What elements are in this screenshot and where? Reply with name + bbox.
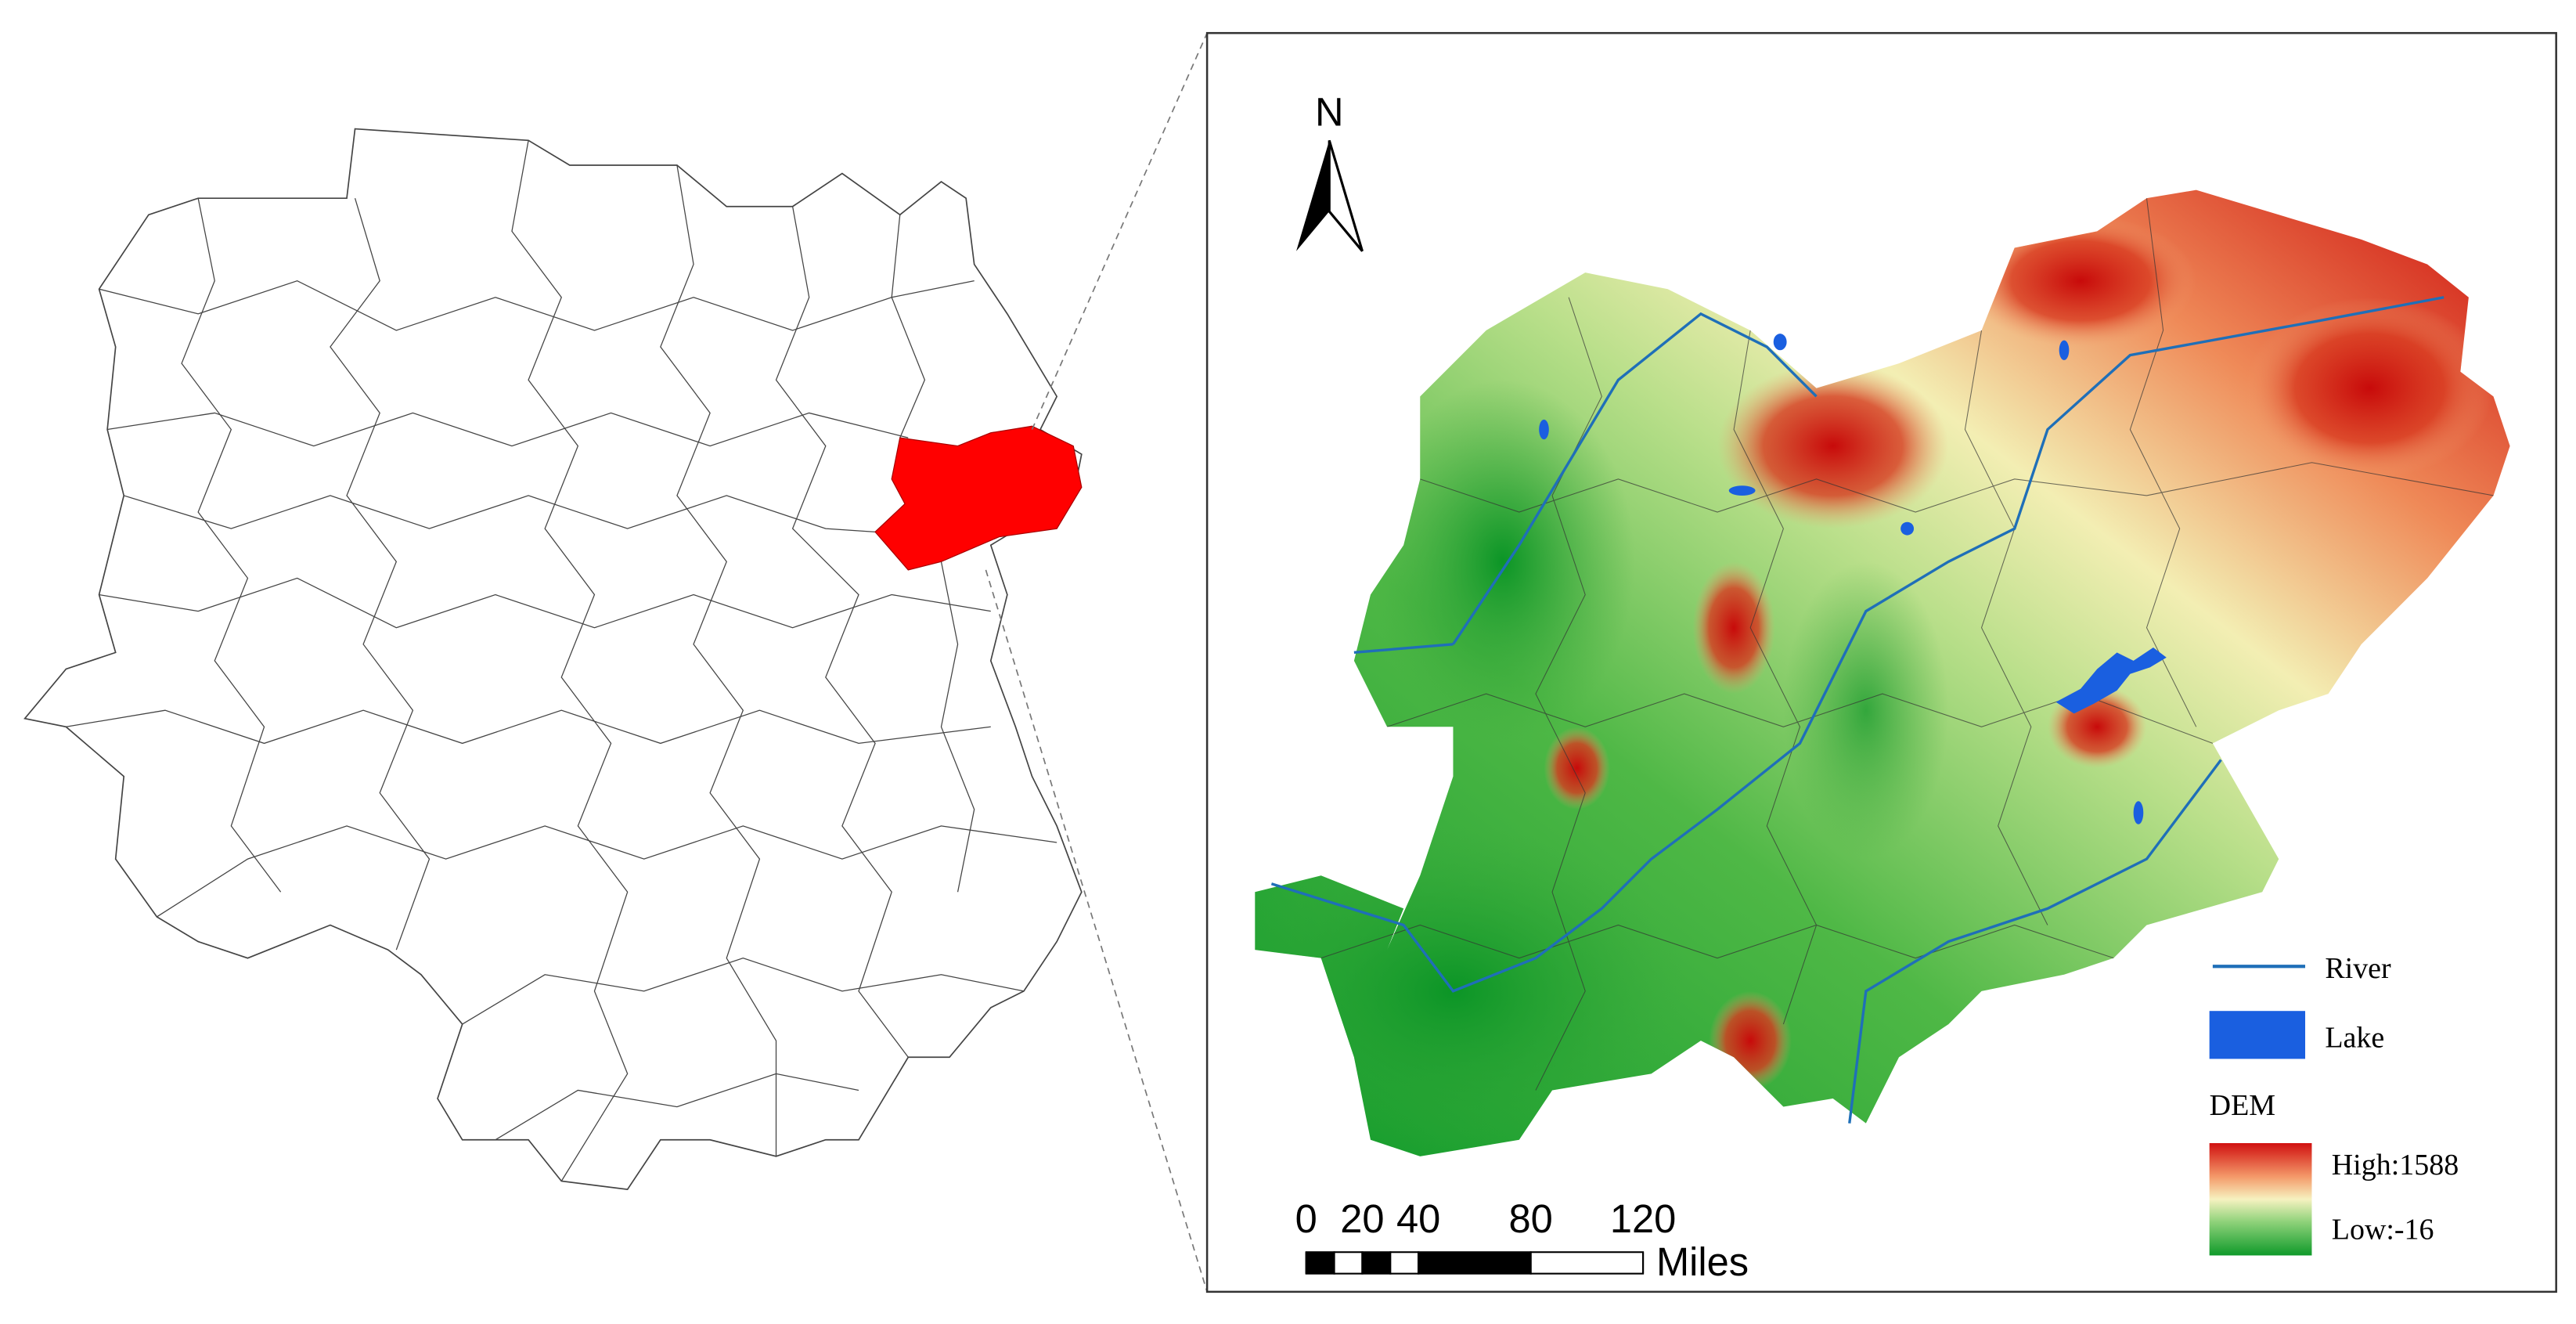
study-area-highlight <box>874 425 1083 571</box>
highland <box>1717 363 1949 529</box>
scale-tick-label: 80 <box>1508 1196 1552 1241</box>
province-map <box>23 128 1083 1190</box>
lake <box>1900 521 1915 536</box>
legend-dem-ramp <box>2209 1142 2312 1256</box>
legend: River Lake DEM High:1588 Low:-16 <box>2209 952 2459 1256</box>
north-label: N <box>1315 89 1344 134</box>
legend-dem-low: Low:-16 <box>2332 1213 2434 1246</box>
lake <box>2133 801 2144 824</box>
scale-tick-label: 20 <box>1340 1196 1384 1241</box>
north-arrow: N <box>1296 89 1364 252</box>
highland <box>2246 297 2494 479</box>
scale-tick-label: 120 <box>1610 1196 1676 1241</box>
scale-bar: Miles 0 20 40 80 120 <box>1295 1196 1749 1284</box>
province-outline <box>23 128 1083 1190</box>
highland <box>1544 727 1610 810</box>
arrow-right <box>1328 139 1364 252</box>
scale-segment <box>1418 1251 1532 1275</box>
scale-segment <box>1529 1251 1645 1275</box>
river <box>1452 312 1818 645</box>
rivers <box>1270 296 2444 1124</box>
scale-tick-label: 40 <box>1396 1196 1440 1241</box>
scale-unit: Miles <box>1656 1239 1749 1284</box>
legend-lake-symbol <box>2209 1011 2306 1059</box>
scale-segment <box>1333 1251 1364 1275</box>
river <box>1353 643 1454 655</box>
river <box>1848 759 2222 1124</box>
lowland <box>1370 380 1635 744</box>
lake <box>2059 340 2070 360</box>
scale-segment <box>1389 1251 1420 1275</box>
lake <box>1728 485 1756 496</box>
highland <box>1692 561 1775 694</box>
zoom-line <box>1031 32 1208 430</box>
legend-dem-title: DEM <box>2210 1089 2275 1122</box>
legend-dem-high: High:1588 <box>2332 1149 2459 1181</box>
legend-river-label: River <box>2325 952 2391 985</box>
lakes <box>1539 334 2167 824</box>
county-borders <box>66 140 1057 1181</box>
scale-tick-label: 0 <box>1295 1196 1317 1241</box>
zoom-line <box>985 569 1208 1293</box>
lowland <box>1783 561 1949 860</box>
river <box>1270 296 2444 993</box>
arrow-left <box>1296 140 1330 251</box>
lake <box>1773 334 1787 351</box>
lake <box>1539 419 1549 440</box>
lake <box>2055 648 2167 714</box>
highland <box>1965 215 2196 348</box>
sub-basin-borders <box>1320 198 2494 1091</box>
scale-segment <box>1361 1251 1392 1275</box>
legend-lake-label: Lake <box>2325 1022 2384 1055</box>
scale-segment <box>1305 1251 1335 1275</box>
